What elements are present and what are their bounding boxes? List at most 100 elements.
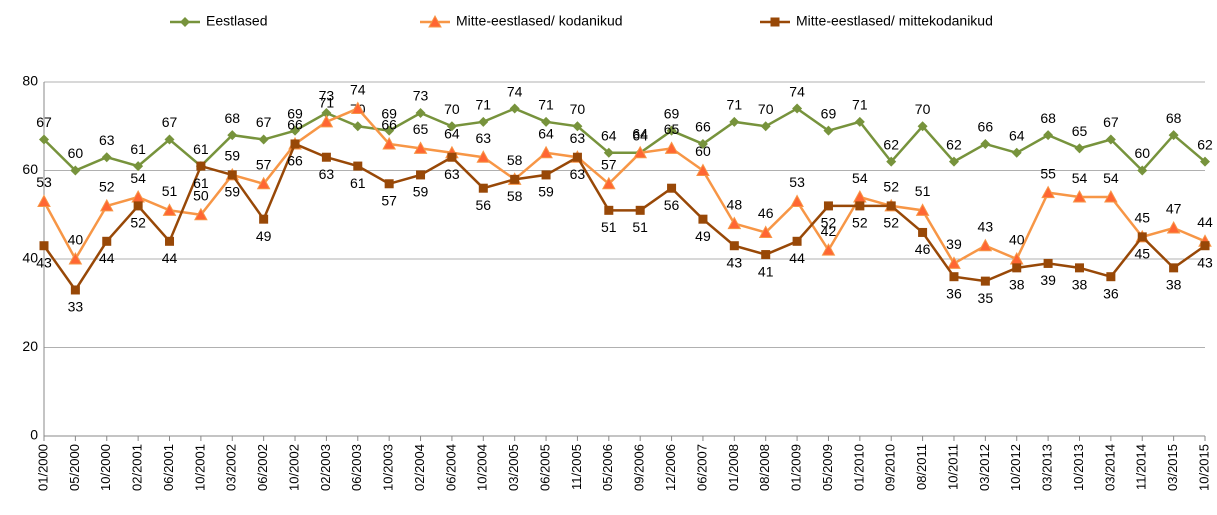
data-label: 39	[1040, 272, 1056, 288]
data-label: 33	[68, 299, 84, 315]
x-tick-label: 08/2011	[914, 444, 929, 490]
point	[1137, 232, 1147, 242]
point	[1012, 263, 1022, 273]
data-label: 59	[538, 184, 554, 200]
point	[823, 201, 833, 211]
x-tick-label: 05/2006	[600, 444, 615, 491]
data-label: 57	[381, 192, 397, 208]
legend-marker	[428, 14, 442, 28]
data-label: 51	[601, 219, 617, 235]
data-label: 69	[664, 105, 680, 121]
point	[447, 152, 457, 162]
point	[821, 243, 836, 256]
data-label: 52	[821, 215, 837, 231]
x-tick-label: 11/2014	[1134, 444, 1149, 490]
point	[604, 205, 614, 215]
x-tick-label: 02/2001	[130, 444, 145, 491]
x-tick-label: 10/2012	[1008, 444, 1023, 491]
point	[1106, 272, 1116, 282]
point	[131, 190, 145, 203]
data-label: 52	[883, 179, 899, 195]
data-label: 56	[664, 197, 680, 213]
point	[290, 139, 300, 149]
data-label: 65	[664, 121, 680, 137]
point	[290, 125, 301, 136]
point	[664, 141, 679, 154]
data-label: 52	[99, 179, 115, 195]
data-label: 69	[287, 105, 303, 121]
point	[915, 203, 930, 216]
point	[446, 121, 457, 132]
data-label: 61	[193, 141, 209, 157]
legend-label: Eestlased	[206, 13, 267, 29]
point	[258, 134, 269, 145]
point	[70, 285, 80, 295]
point	[478, 116, 489, 127]
point	[509, 103, 520, 114]
point	[1169, 263, 1179, 273]
x-tick-label: 05/2009	[820, 444, 835, 491]
data-label: 59	[224, 184, 240, 200]
point	[729, 116, 740, 127]
point	[539, 145, 553, 159]
data-label: 63	[476, 130, 492, 146]
point	[1074, 263, 1084, 273]
data-label: 62	[946, 136, 962, 152]
series-line	[42, 107, 1206, 266]
data-label: 44	[162, 250, 178, 266]
point	[792, 236, 802, 246]
data-label: 49	[256, 228, 272, 244]
data-label: 46	[915, 241, 931, 257]
point	[635, 205, 645, 215]
point	[478, 183, 488, 193]
point	[886, 201, 896, 211]
point	[415, 107, 426, 118]
data-label: 62	[883, 136, 899, 152]
point	[39, 241, 49, 251]
data-label: 49	[695, 228, 711, 244]
data-label: 60	[1134, 145, 1150, 161]
x-tick-label: 08/2008	[757, 444, 772, 491]
data-label: 66	[695, 119, 711, 135]
point	[949, 272, 959, 282]
x-tick-label: 03/2014	[1102, 444, 1117, 491]
point	[852, 190, 867, 203]
data-label: 51	[162, 183, 178, 199]
point	[760, 121, 771, 132]
x-tick-label: 01/2009	[789, 444, 804, 491]
data-label: 63	[570, 166, 586, 182]
data-label: 68	[224, 110, 240, 126]
data-label: 64	[601, 128, 617, 144]
x-tick-label: 11/2005	[569, 444, 584, 490]
y-tick-label: 0	[30, 427, 38, 443]
data-label: 69	[821, 105, 837, 121]
data-label: 71	[476, 97, 492, 113]
x-tick-label: 10/2013	[1071, 444, 1086, 491]
x-tick-label: 03/2005	[506, 444, 521, 491]
data-label: 54	[1072, 170, 1088, 186]
data-label: 73	[413, 88, 429, 104]
point	[1041, 185, 1055, 199]
data-label: 55	[1040, 165, 1056, 181]
data-label: 64	[538, 126, 554, 142]
data-label: 43	[727, 254, 743, 270]
point	[978, 238, 993, 252]
x-tick-label: 03/2013	[1040, 444, 1055, 491]
data-label: 45	[1134, 210, 1150, 226]
legend-marker	[770, 17, 780, 27]
point	[603, 147, 614, 158]
data-label: 70	[915, 101, 931, 117]
point	[541, 116, 552, 127]
data-label: 43	[36, 254, 52, 270]
point	[70, 165, 81, 176]
series-line	[42, 142, 1206, 293]
data-label: 64	[632, 126, 648, 142]
x-tick-label: 05/2000	[67, 444, 82, 491]
point	[37, 194, 51, 207]
point	[102, 236, 112, 246]
point	[1200, 156, 1210, 167]
data-label: 60	[695, 143, 711, 159]
point	[413, 141, 428, 154]
data-label: 52	[130, 215, 146, 231]
point	[666, 125, 677, 136]
